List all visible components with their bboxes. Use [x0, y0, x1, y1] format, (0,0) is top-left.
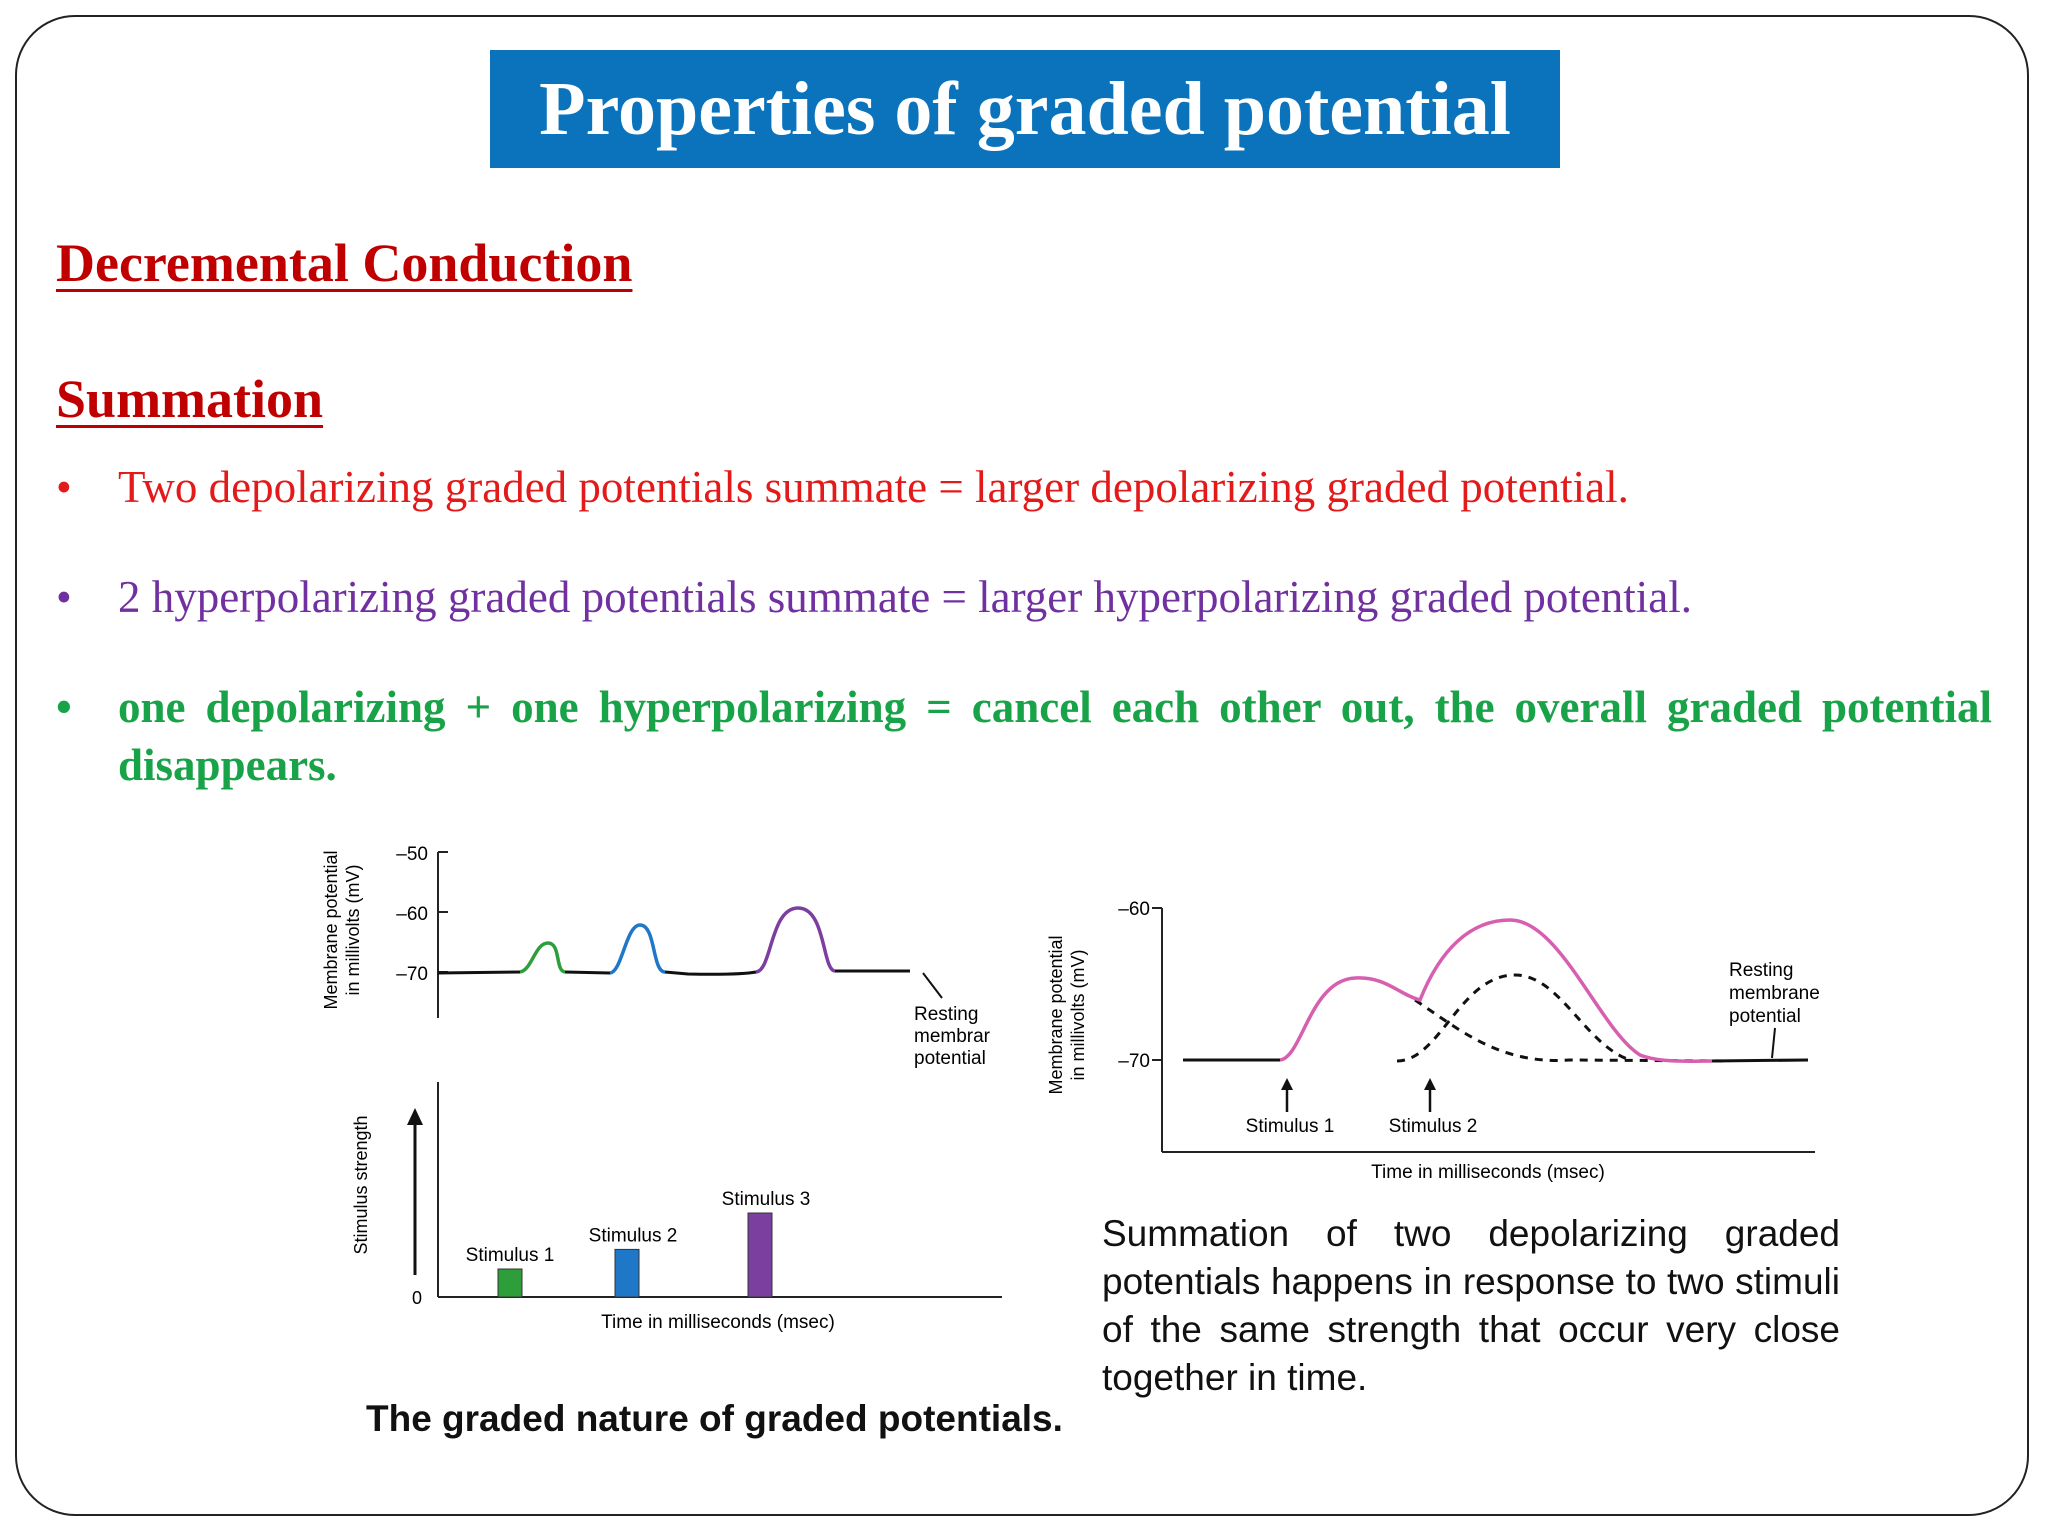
- annotation-resting-1: Resting: [914, 1004, 978, 1025]
- graded-potential-peak-2: [609, 923, 666, 975]
- y-tick-label: –70: [1118, 1051, 1150, 1072]
- annotation-resting-2: membrar: [914, 1026, 991, 1047]
- title-banner: Properties of graded potential: [490, 50, 1560, 168]
- annotation-resting-1: Resting: [1729, 960, 1793, 981]
- bullet-marker: •: [56, 462, 72, 512]
- bottom-ylabel: Stimulus strength: [351, 1115, 371, 1254]
- xlabel: Time in milliseconds (msec): [1371, 1162, 1605, 1183]
- y-tick-label: –50: [396, 844, 428, 865]
- resting-trace-right: [1711, 1058, 1809, 1063]
- summation-figure: –60 –70 Membrane potential in millivolts…: [1046, 899, 1820, 1183]
- stimulus-2-label: Stimulus 2: [1389, 1116, 1478, 1137]
- stimulus-bar-2: [614, 1248, 640, 1298]
- strength-arrow-icon: [407, 1108, 423, 1125]
- heading-decremental-conduction: Decremental Conduction: [56, 233, 633, 293]
- y-tick-label: –60: [396, 904, 428, 925]
- bullet-marker: •: [56, 682, 72, 732]
- dashed-second-potential: [1396, 973, 1631, 1063]
- top-ylabel-line1: Membrane potential: [321, 850, 341, 1009]
- bullet-cancel-out: • one depolarizing + one hyperpolarizing…: [56, 678, 1992, 794]
- annotation-pointer: [922, 972, 943, 999]
- stimulus-label-1: Stimulus 1: [466, 1245, 555, 1266]
- graded-potential-peak-1: [519, 941, 566, 974]
- bullet-text: 2 hyperpolarizing graded potentials summ…: [118, 572, 1693, 622]
- y-tick-label: –70: [396, 964, 428, 985]
- slide-title: Properties of graded potential: [539, 66, 1511, 151]
- resting-trace: [437, 969, 910, 976]
- stimulus-label-2: Stimulus 2: [589, 1225, 678, 1246]
- slide: [15, 15, 2029, 1516]
- annotation-resting-2: membrane: [1729, 983, 1820, 1004]
- right-figure-caption: Summation of two depolarizing graded pot…: [1102, 1213, 1840, 1398]
- dashed-first-potential-decay: [1414, 998, 1731, 1063]
- bullet-hyperpolarizing: • 2 hyperpolarizing graded potentials su…: [56, 568, 1992, 626]
- summed-graded-potential: [1279, 918, 1713, 1063]
- annotation-pointer: [1771, 1027, 1776, 1059]
- annotation-resting-3: potential: [1729, 1006, 1801, 1027]
- bullet-marker: •: [56, 572, 72, 622]
- left-figure-caption: The graded nature of graded potentials.: [366, 1398, 1063, 1439]
- stimulus-1-arrow-icon: [1281, 1078, 1293, 1090]
- y-tick-label: –60: [1118, 899, 1150, 920]
- graded-potential-peak-3: [755, 906, 836, 974]
- stimulus-1-label: Stimulus 1: [1246, 1116, 1335, 1137]
- bottom-xlabel: Time in milliseconds (msec): [601, 1312, 835, 1333]
- stimulus-2-arrow-icon: [1424, 1078, 1436, 1090]
- stimulus-bar-3: [747, 1212, 773, 1298]
- stimulus-bar-1: [497, 1268, 523, 1298]
- y-zero-label: 0: [412, 1288, 422, 1308]
- heading-summation: Summation: [56, 369, 324, 429]
- ylabel-line2: in millivolts (mV): [1068, 949, 1088, 1080]
- top-ylabel-line2: in millivolts (mV): [343, 864, 363, 995]
- ylabel-line1: Membrane potential: [1046, 935, 1066, 1094]
- graded-nature-figure: –50 –60 –70 Membrane potential in milliv…: [321, 844, 1002, 1333]
- bullet-text: Two depolarizing graded potentials summa…: [118, 462, 1629, 512]
- bullet-text: one depolarizing + one hyperpolarizing =…: [118, 682, 1992, 790]
- bullet-depolarizing: • Two depolarizing graded potentials sum…: [56, 458, 1992, 516]
- stimulus-label-3: Stimulus 3: [722, 1189, 811, 1210]
- annotation-resting-3: potential: [914, 1048, 986, 1069]
